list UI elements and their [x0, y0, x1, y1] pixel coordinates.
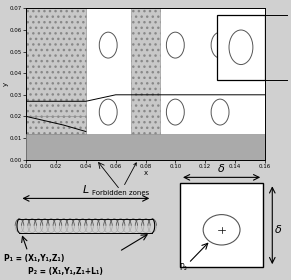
Text: P₁ = (X₁,Y₁,Z₁): P₁ = (X₁,Y₁,Z₁): [4, 254, 64, 263]
Circle shape: [211, 99, 229, 125]
Y-axis label: y: y: [2, 82, 8, 86]
Circle shape: [203, 214, 240, 245]
Bar: [26, 8, 86, 160]
Bar: [26, 116, 86, 134]
Circle shape: [99, 99, 117, 125]
Bar: [217, 15, 265, 80]
Text: Forbidden zones: Forbidden zones: [92, 163, 149, 196]
X-axis label: x: x: [143, 170, 148, 176]
Circle shape: [166, 32, 184, 58]
Bar: [26, 134, 265, 160]
Bar: [180, 183, 263, 267]
Text: P₂ = (X₁,Y₁,Z₁+L₁): P₂ = (X₁,Y₁,Z₁+L₁): [28, 267, 103, 276]
Text: P₃: P₃: [179, 263, 187, 272]
Circle shape: [99, 32, 117, 58]
Circle shape: [211, 32, 229, 58]
Text: L: L: [83, 185, 89, 195]
Bar: [131, 8, 160, 160]
Text: δ: δ: [275, 225, 282, 235]
Circle shape: [166, 99, 184, 125]
Text: δ: δ: [218, 164, 225, 174]
Circle shape: [229, 30, 253, 65]
